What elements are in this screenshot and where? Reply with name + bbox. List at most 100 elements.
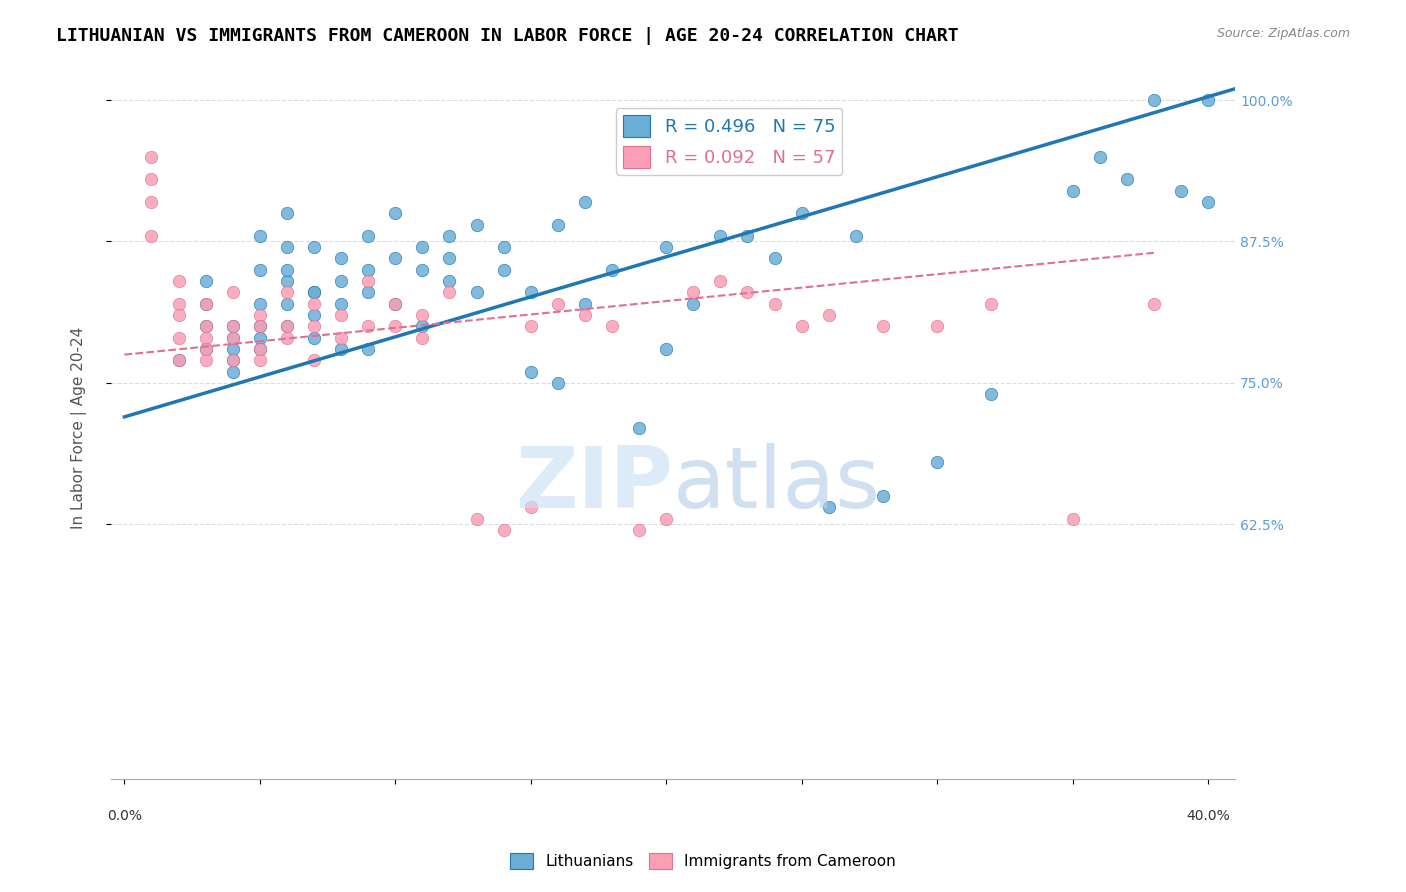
Point	[872, 489, 894, 503]
Point	[141, 228, 163, 243]
Point	[194, 353, 217, 368]
Point	[980, 296, 1002, 310]
Point	[465, 285, 488, 300]
Point	[384, 296, 406, 310]
Point	[302, 285, 325, 300]
Point	[249, 353, 271, 368]
Point	[980, 387, 1002, 401]
Point	[1143, 296, 1166, 310]
Point	[167, 353, 190, 368]
Point	[276, 319, 298, 334]
Point	[1170, 184, 1192, 198]
Point	[249, 296, 271, 310]
Point	[384, 206, 406, 220]
Point	[1115, 172, 1137, 186]
Point	[655, 342, 678, 356]
Text: 0.0%: 0.0%	[107, 809, 142, 823]
Point	[276, 319, 298, 334]
Point	[222, 319, 245, 334]
Point	[465, 218, 488, 232]
Point	[357, 319, 380, 334]
Point	[574, 194, 596, 209]
Point	[709, 274, 731, 288]
Point	[547, 376, 569, 390]
Point	[519, 365, 541, 379]
Point	[547, 296, 569, 310]
Point	[276, 206, 298, 220]
Point	[492, 240, 515, 254]
Point	[600, 319, 623, 334]
Point	[655, 240, 678, 254]
Point	[845, 228, 868, 243]
Point	[817, 308, 839, 322]
Point	[276, 331, 298, 345]
Point	[927, 455, 949, 469]
Point	[1197, 194, 1219, 209]
Text: ZIP: ZIP	[515, 442, 673, 525]
Point	[194, 319, 217, 334]
Point	[141, 150, 163, 164]
Point	[384, 252, 406, 266]
Point	[519, 285, 541, 300]
Point	[276, 262, 298, 277]
Point	[222, 319, 245, 334]
Point	[519, 500, 541, 515]
Point	[249, 228, 271, 243]
Point	[709, 228, 731, 243]
Point	[249, 262, 271, 277]
Point	[872, 319, 894, 334]
Point	[302, 331, 325, 345]
Point	[574, 296, 596, 310]
Point	[167, 353, 190, 368]
Point	[194, 296, 217, 310]
Point	[1062, 184, 1084, 198]
Point	[790, 319, 813, 334]
Point	[737, 228, 759, 243]
Point	[628, 421, 651, 435]
Point	[222, 365, 245, 379]
Point	[492, 523, 515, 537]
Point	[330, 308, 353, 322]
Point	[302, 319, 325, 334]
Point	[167, 274, 190, 288]
Point	[357, 262, 380, 277]
Point	[141, 172, 163, 186]
Point	[737, 285, 759, 300]
Point	[249, 319, 271, 334]
Point	[600, 262, 623, 277]
Point	[357, 342, 380, 356]
Y-axis label: In Labor Force | Age 20-24: In Labor Force | Age 20-24	[72, 327, 87, 529]
Point	[357, 228, 380, 243]
Point	[547, 218, 569, 232]
Point	[1197, 93, 1219, 107]
Point	[222, 331, 245, 345]
Point	[357, 274, 380, 288]
Text: Source: ZipAtlas.com: Source: ZipAtlas.com	[1216, 27, 1350, 40]
Point	[249, 319, 271, 334]
Point	[249, 331, 271, 345]
Point	[222, 285, 245, 300]
Point	[194, 296, 217, 310]
Point	[276, 240, 298, 254]
Point	[655, 511, 678, 525]
Point	[167, 331, 190, 345]
Point	[302, 353, 325, 368]
Point	[439, 285, 461, 300]
Point	[574, 308, 596, 322]
Point	[682, 296, 704, 310]
Point	[249, 308, 271, 322]
Point	[330, 342, 353, 356]
Point	[439, 252, 461, 266]
Point	[249, 342, 271, 356]
Point	[194, 342, 217, 356]
Text: atlas: atlas	[673, 442, 882, 525]
Point	[763, 296, 786, 310]
Point	[1143, 93, 1166, 107]
Point	[222, 331, 245, 345]
Point	[817, 500, 839, 515]
Point	[302, 296, 325, 310]
Point	[384, 296, 406, 310]
Point	[276, 274, 298, 288]
Point	[519, 319, 541, 334]
Point	[411, 308, 433, 322]
